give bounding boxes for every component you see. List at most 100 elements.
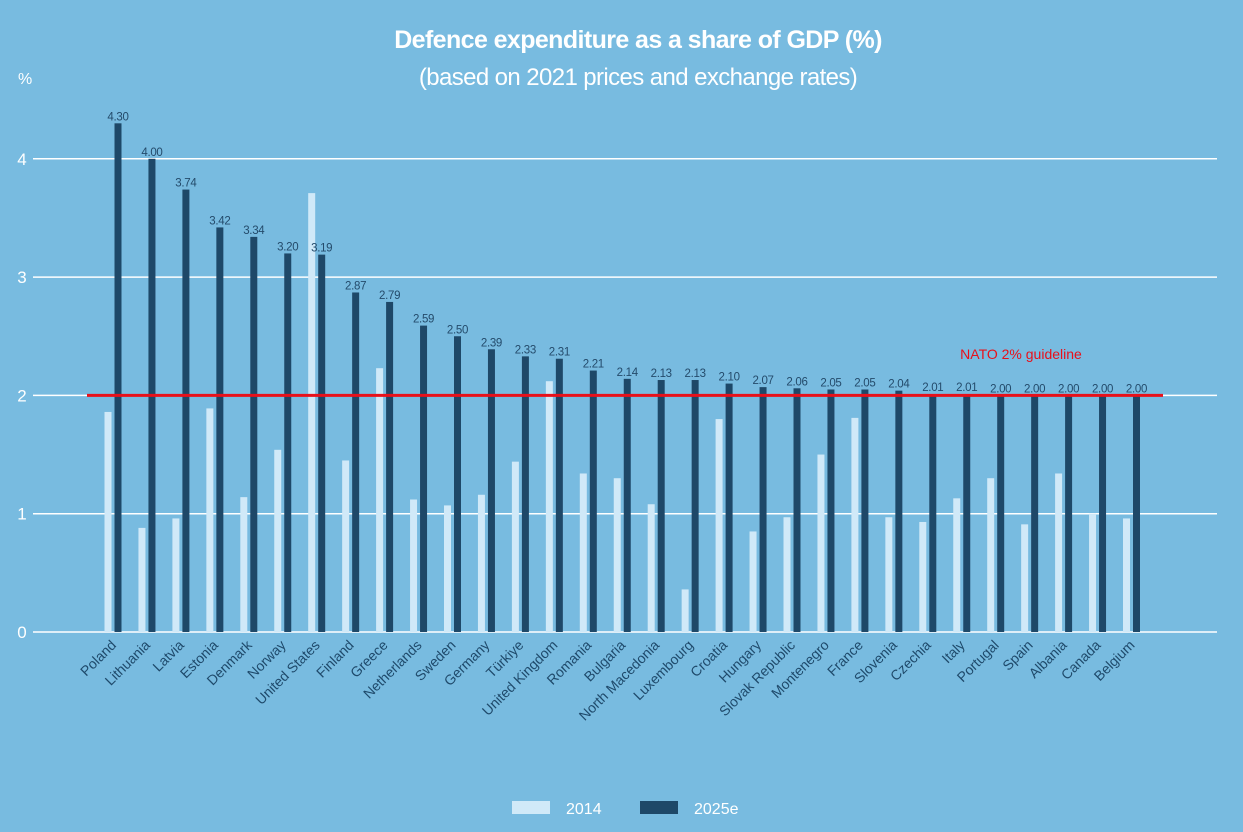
data-label-2025e-portugal: 2.00 (990, 383, 1011, 395)
legend-label-2014: 2014 (566, 801, 602, 818)
data-label-2025e-montenegro: 2.05 (820, 377, 841, 389)
data-label-2025e-romania: 2.21 (583, 359, 604, 371)
bar-2025e-belgium (1133, 395, 1140, 632)
bar-2025e-croatia (725, 383, 733, 632)
bar-2025e-albania (1065, 395, 1073, 632)
data-label-2025e-sweden: 2.50 (447, 324, 468, 336)
bar-2014-spain (1021, 524, 1029, 632)
bar-2014-t-rkiye (511, 461, 519, 632)
bar-2014-albania (1055, 473, 1063, 632)
bar-2025e-montenegro (827, 389, 835, 632)
data-label-2025e-albania: 2.00 (1058, 383, 1079, 395)
bar-2014-north-macedonia (647, 504, 655, 632)
bar-2014-germany (477, 494, 485, 632)
bar-2025e-t-rkiye (521, 356, 529, 632)
legend: 2014 2025e (512, 801, 739, 818)
bar-2025e-netherlands (420, 325, 428, 632)
data-label-2025e-united-states: 3.19 (311, 243, 332, 255)
bar-2025e-romania (589, 370, 597, 632)
legend-item-2025e: 2025e (640, 801, 739, 818)
bar-2025e-spain (1031, 395, 1039, 632)
data-label-2025e-bulgaria: 2.14 (617, 367, 639, 379)
bar-2014-hungary (749, 531, 757, 632)
bar-2025e-luxembourg (691, 380, 699, 632)
bar-2014-luxembourg (681, 589, 689, 632)
bar-2025e-france (861, 389, 869, 632)
y-tick-label: 3 (17, 268, 26, 287)
legend-swatch-2025e (640, 801, 678, 814)
data-label-2025e-spain: 2.00 (1024, 383, 1045, 395)
data-label-2025e-belgium: 2.00 (1126, 383, 1147, 395)
data-label-2025e-norway: 3.20 (277, 241, 298, 253)
bar-2014-estonia (206, 408, 214, 632)
bar-2014-lithuania (138, 527, 146, 632)
data-label-2025e-denmark: 3.34 (243, 225, 265, 237)
data-label-2025e-czechia: 2.01 (922, 382, 943, 394)
data-label-2025e-t-rkiye: 2.33 (515, 344, 536, 356)
data-label-2025e-canada: 2.00 (1092, 383, 1113, 395)
bar-2014-czechia (919, 521, 927, 632)
data-label-2025e-poland: 4.30 (107, 111, 128, 123)
data-labels: 4.30 4.00 3.74 3.42 3.34 3.20 3.19 2.87 2.79 2.59… (107, 111, 1147, 395)
bar-2014-portugal (987, 478, 995, 632)
data-label-2025e-italy: 2.01 (956, 382, 977, 394)
y-tick-label: 2 (17, 386, 26, 405)
bar-2014-italy (953, 498, 961, 632)
y-axis-unit-label: % (18, 71, 32, 88)
bar-2025e-united-kingdom (555, 358, 563, 632)
chart-subtitle: (based on 2021 prices and exchange rates… (419, 64, 857, 91)
data-label-2025e-luxembourg: 2.13 (685, 368, 706, 380)
bar-2025e-denmark (250, 236, 258, 633)
bar-2014-belgium (1123, 518, 1130, 632)
data-label-2025e-finland: 2.87 (345, 280, 366, 292)
bar-2025e-germany (487, 349, 495, 632)
y-tick-label: 0 (17, 623, 26, 642)
data-label-2025e-germany: 2.39 (481, 337, 502, 349)
bar-2025e-czechia (929, 394, 937, 632)
bar-2014-montenegro (817, 454, 825, 632)
bar-2014-france (851, 417, 859, 632)
data-label-2025e-greece: 2.79 (379, 290, 400, 302)
legend-label-2025e: 2025e (694, 801, 739, 818)
data-label-2025e-slovak-republic: 2.06 (786, 376, 807, 388)
bar-2014-romania (579, 473, 587, 632)
bar-2014-canada (1089, 513, 1097, 632)
data-label-2025e-france: 2.05 (854, 377, 875, 389)
bar-2014-slovenia (885, 517, 893, 632)
data-label-2025e-lithuania: 4.00 (141, 147, 162, 159)
chart-title: Defence expenditure as a share of GDP (%… (394, 26, 882, 54)
bar-2025e-finland (352, 292, 360, 632)
bar-2025e-norway (284, 253, 292, 632)
bar-2025e-sweden (454, 336, 461, 632)
bar-2014-united-kingdom (545, 381, 553, 632)
y-axis-ticks: 0 1 2 3 4 (17, 150, 26, 642)
bar-2014-slovak-republic (783, 517, 791, 632)
bar-2025e-greece (386, 301, 394, 632)
data-label-2025e-croatia: 2.10 (719, 372, 740, 384)
data-label-2025e-estonia: 3.42 (209, 215, 230, 227)
bar-2025e-slovenia (895, 390, 903, 632)
bar-2014-finland (342, 460, 350, 632)
bar-2025e-estonia (216, 227, 224, 632)
bar-2025e-latvia (182, 189, 190, 633)
data-label-2025e-north-macedonia: 2.13 (651, 368, 672, 380)
bar-2025e-slovak-republic (793, 388, 801, 632)
bar-2025e-portugal (997, 395, 1005, 632)
data-label-2025e-slovenia: 2.04 (888, 379, 910, 391)
bar-2014-sweden (444, 505, 451, 632)
bar-2025e-italy (963, 394, 971, 632)
y-tick-label: 4 (17, 150, 26, 169)
bar-2025e-hungary (759, 387, 767, 632)
bar-2014-latvia (172, 518, 180, 632)
legend-item-2014: 2014 (512, 801, 602, 818)
reference-line-group: NATO 2% guideline (87, 346, 1163, 397)
bar-2014-united-states (308, 193, 316, 632)
data-label-2025e-netherlands: 2.59 (413, 314, 434, 326)
legend-swatch-2014 (512, 801, 550, 814)
bar-2025e-canada (1099, 395, 1107, 632)
bar-2025e-north-macedonia (657, 380, 665, 632)
bar-2014-greece (376, 368, 384, 632)
data-label-2025e-latvia: 3.74 (175, 178, 197, 190)
data-label-2025e-hungary: 2.07 (752, 375, 773, 387)
